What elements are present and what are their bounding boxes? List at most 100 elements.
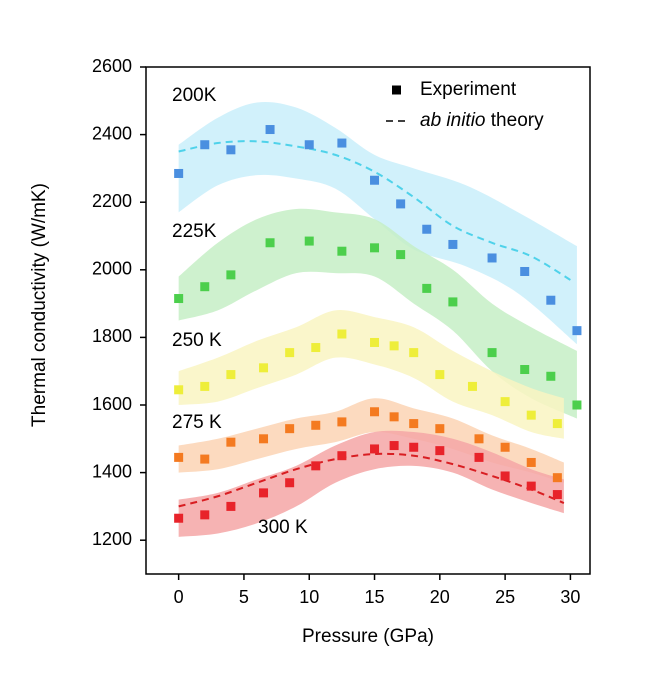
data-point [572, 400, 582, 410]
series-label: 250 K [172, 330, 222, 351]
data-point [265, 125, 275, 135]
y-tick-label: 2600 [92, 56, 132, 76]
y-tick-label: 2200 [92, 191, 132, 211]
data-point [370, 337, 380, 347]
y-tick-label: 1200 [92, 529, 132, 549]
data-point [552, 473, 562, 483]
data-point [311, 461, 321, 471]
data-point [370, 243, 380, 253]
data-point [487, 253, 497, 263]
data-point [389, 341, 399, 351]
data-point [337, 451, 347, 461]
data-point [500, 442, 510, 452]
data-point [370, 444, 380, 454]
data-point [448, 297, 458, 307]
data-point [389, 441, 399, 451]
data-point [520, 266, 530, 276]
data-point [467, 381, 477, 391]
data-point [389, 412, 399, 422]
data-point [200, 510, 210, 520]
data-point [337, 417, 347, 427]
data-point [526, 457, 536, 467]
data-point [337, 329, 347, 339]
theory-line [178, 140, 571, 281]
y-tick-label: 2000 [92, 259, 132, 279]
series-label: 200K [172, 85, 217, 106]
data-point [226, 501, 236, 511]
data-point [500, 397, 510, 407]
legend-marker [392, 85, 401, 95]
x-tick-label: 0 [174, 587, 184, 607]
data-point [304, 140, 314, 150]
data-point [337, 246, 347, 256]
data-point [285, 424, 295, 434]
data-point [546, 295, 556, 305]
legend-label-text: Experiment [420, 79, 517, 100]
data-point [422, 283, 432, 293]
data-point [226, 437, 236, 447]
y-tick-label: 2400 [92, 123, 132, 143]
data-point [200, 454, 210, 464]
x-tick-label: 15 [365, 587, 385, 607]
data-point [370, 175, 380, 185]
series-label: 275 K [172, 412, 222, 433]
data-point [174, 385, 184, 395]
y-tick-label: 1600 [92, 394, 132, 414]
data-point [259, 363, 269, 373]
data-point [552, 490, 562, 500]
uncertainty-band [178, 101, 577, 345]
data-point [304, 236, 314, 246]
x-tick-label: 10 [299, 587, 319, 607]
uncertainty-band [178, 310, 564, 439]
y-axis-label: Thermal conductivity (W/mK) [29, 183, 50, 427]
data-point [174, 452, 184, 462]
data-point [435, 370, 445, 380]
data-point [396, 199, 406, 209]
data-point [409, 419, 419, 429]
uncertainty-band [178, 208, 577, 419]
data-point [311, 343, 321, 353]
plot-frame [145, 66, 591, 575]
data-point [285, 478, 295, 488]
y-tick-label: 1800 [92, 326, 132, 346]
data-point [572, 326, 582, 336]
x-axis-label: Pressure (GPa) [302, 626, 434, 647]
data-point [200, 140, 210, 150]
legend-label-text: theory [491, 110, 544, 131]
y-tick-label: 1400 [92, 461, 132, 481]
data-point [396, 250, 406, 260]
data-point [409, 348, 419, 358]
data-point [285, 348, 295, 358]
data-point [311, 420, 321, 430]
data-point [259, 488, 269, 498]
series-label: 300 K [258, 517, 308, 538]
data-point [174, 168, 184, 178]
data-point [259, 434, 269, 444]
data-point [422, 224, 432, 234]
data-point [552, 419, 562, 429]
data-point [174, 294, 184, 304]
data-point [226, 145, 236, 155]
data-point [474, 434, 484, 444]
x-tick-label: 20 [430, 587, 450, 607]
data-point [546, 371, 556, 381]
data-point [448, 239, 458, 249]
data-point [226, 370, 236, 380]
x-tick-label: 5 [239, 587, 249, 607]
x-tick-label: 30 [560, 587, 580, 607]
x-tick-label: 25 [495, 587, 515, 607]
uncertainty-band [178, 430, 564, 537]
data-point [500, 471, 510, 481]
data-point [200, 381, 210, 391]
data-point [435, 446, 445, 456]
data-point [520, 365, 530, 375]
data-point [435, 424, 445, 434]
series-label: 225K [172, 221, 217, 242]
legend-label: Experiment [420, 79, 517, 100]
data-point [200, 282, 210, 292]
data-point [174, 513, 184, 523]
legend-label-italic: ab initio [420, 110, 486, 131]
data-point [409, 442, 419, 452]
data-point [370, 407, 380, 417]
